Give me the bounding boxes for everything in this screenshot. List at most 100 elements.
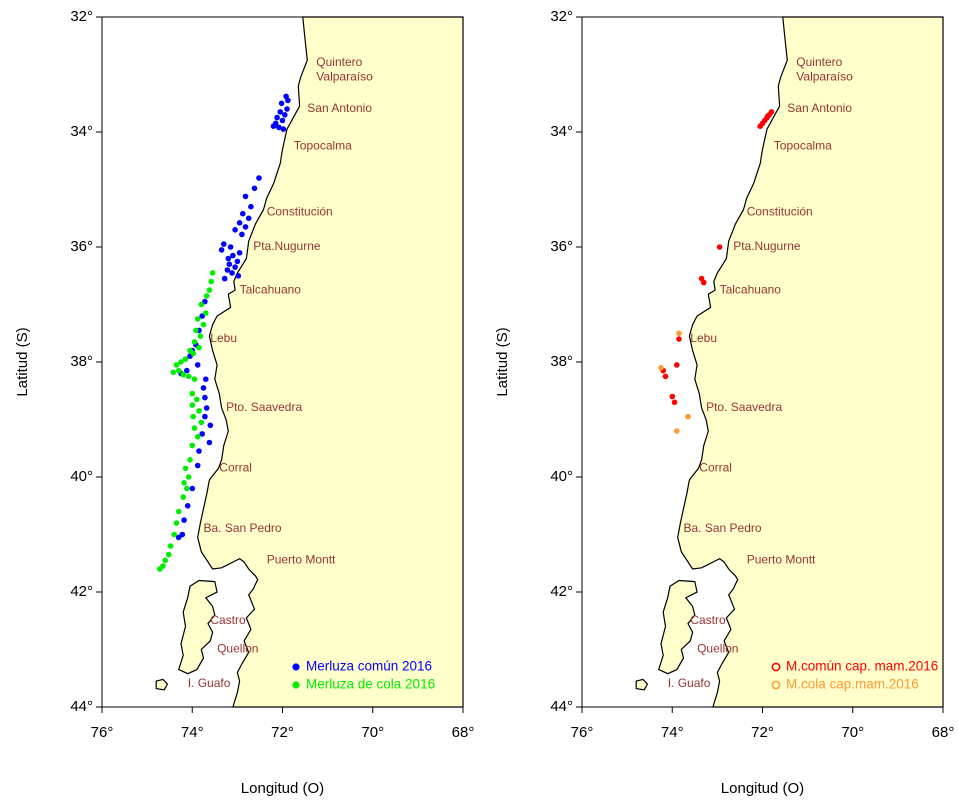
data-points (157, 93, 291, 572)
data-point (198, 419, 205, 426)
land-mass (197, 16, 464, 708)
data-point (193, 327, 199, 334)
data-point (181, 517, 187, 523)
y-tick-label: 40° (70, 468, 93, 485)
place-label: Castro (210, 613, 246, 627)
guafo-island (635, 678, 649, 691)
data-point (206, 287, 213, 293)
data-point (199, 431, 205, 437)
y-tick-label: 36° (550, 238, 573, 255)
data-point (229, 270, 235, 276)
place-label: Corral (699, 461, 732, 475)
data-point (270, 123, 277, 129)
data-point (185, 474, 192, 480)
data-point (671, 399, 678, 406)
place-label: Quellon (217, 642, 258, 656)
data-point (184, 503, 191, 509)
place-label: Ba. San Pedro (204, 521, 282, 535)
y-tick-label: 36° (70, 238, 93, 255)
data-point (187, 347, 193, 354)
axes: 32° 34° 36° 38° 40° 42° 44° 76° 74° 72° 70° 68° (550, 8, 954, 741)
legend-label: M.cola cap.mam.2016 (786, 677, 919, 692)
data-point (203, 293, 210, 299)
place-label: Pta.Nugurne (733, 239, 801, 253)
data-point (669, 393, 676, 400)
place-label: Valparaíso (796, 70, 853, 84)
data-point (245, 215, 252, 222)
place-label: Ba. San Pedro (684, 521, 762, 535)
data-point (202, 413, 208, 420)
data-point (191, 376, 198, 383)
data-point (285, 97, 291, 104)
data-point (757, 123, 763, 129)
data-point (166, 551, 172, 558)
x-axis-title: Longitud (O) (721, 780, 804, 797)
y-tick-label: 34° (550, 123, 573, 140)
place-label: Pto. Saavedra (706, 400, 782, 414)
y-tick-label: 42° (70, 583, 93, 600)
data-point (185, 373, 192, 380)
data-point (189, 485, 196, 492)
data-point (284, 106, 290, 112)
legend-label: Merluza común 2016 (306, 659, 432, 674)
y-tick-label: 42° (550, 583, 573, 600)
data-point (232, 264, 238, 270)
data-point (226, 261, 233, 268)
x-tick-label: 74° (181, 724, 204, 741)
place-label: Talcahuano (240, 282, 302, 296)
legend-marker (771, 680, 781, 690)
data-point (162, 557, 168, 564)
data-point (187, 457, 193, 463)
data-point (221, 275, 228, 282)
place-label: Castro (690, 613, 726, 627)
land-mass (677, 16, 944, 708)
place-label: San Antonio (307, 101, 372, 115)
place-label: Quintero (796, 55, 842, 69)
place-label: I. Guafo (668, 676, 711, 690)
data-point (196, 408, 202, 414)
data-point (206, 439, 213, 446)
data-point (190, 413, 196, 420)
axes: 32° 34° 36° 38° 40° 42° 44° 76° 74° 72° 70° 68° (70, 8, 474, 741)
data-point (234, 258, 241, 265)
data-point (194, 433, 201, 440)
data-point (207, 422, 214, 429)
chiloe-island (177, 579, 218, 675)
place-label: I. Guafo (188, 676, 231, 690)
data-point (242, 193, 249, 200)
place-label: Corral (219, 461, 252, 475)
x-tick-label: 70° (361, 724, 384, 741)
data-point (171, 531, 177, 538)
data-point (658, 365, 664, 371)
data-point (674, 362, 680, 368)
data-point (676, 336, 682, 342)
data-point (225, 255, 232, 262)
data-point (227, 244, 234, 250)
data-point (274, 114, 280, 121)
data-point (278, 100, 285, 107)
legend: M.común cap. mam.2016 M.cola cap.mam.2016 (771, 659, 938, 692)
place-label: Puerto Montt (747, 553, 816, 567)
legend: Merluza común 2016 Merluza de cola 2016 (292, 659, 435, 692)
x-tick-label: 72° (271, 724, 294, 741)
data-point (235, 273, 242, 279)
data-point (277, 109, 284, 115)
place-label: Topocalma (294, 139, 352, 153)
data-point (173, 362, 180, 368)
data-point (662, 373, 669, 380)
data-point (178, 359, 184, 365)
data-point (280, 126, 287, 132)
data-point (279, 117, 286, 124)
legend-marker (292, 663, 300, 671)
data-point (239, 231, 245, 238)
data-point (701, 279, 707, 286)
data-point (251, 185, 258, 192)
x-tick-label: 68° (452, 724, 475, 741)
data-point (256, 175, 262, 181)
place-label: Puerto Montt (267, 553, 336, 567)
data-point (184, 367, 190, 374)
place-label: Topocalma (774, 139, 832, 153)
legend-marker (771, 662, 781, 672)
